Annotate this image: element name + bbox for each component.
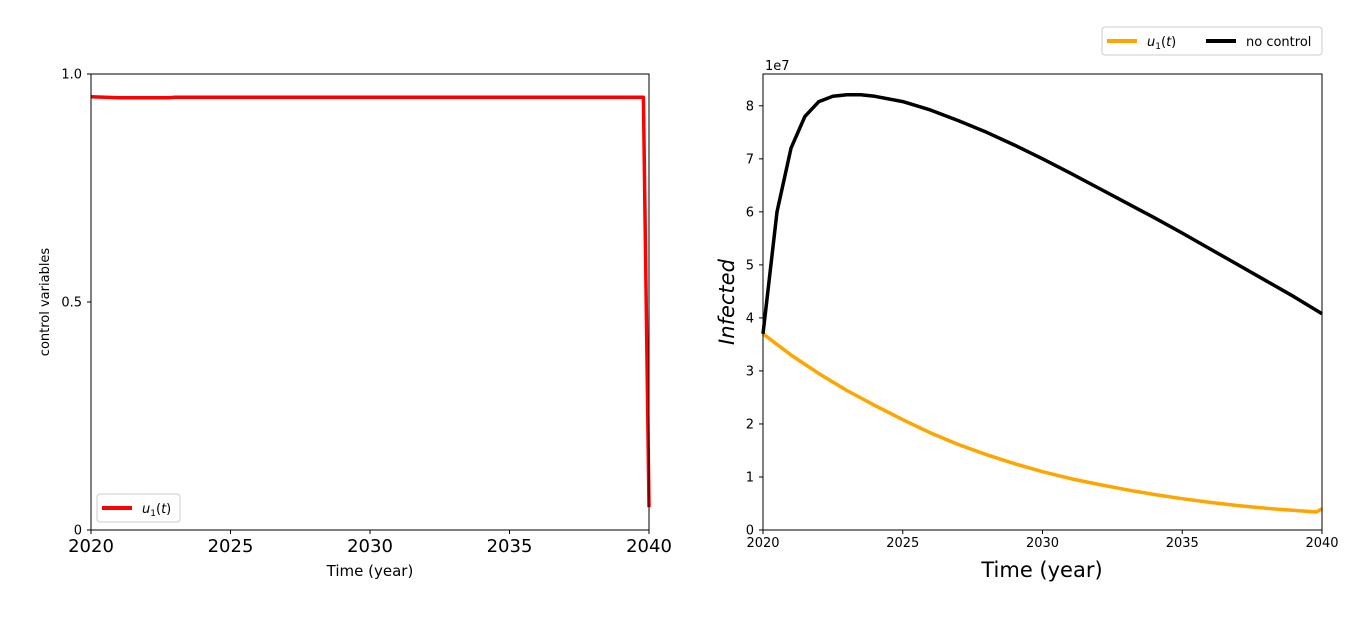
chart1-legend: u1(t) xyxy=(96,493,181,523)
chart2-y-tick-label: 5 xyxy=(746,258,754,273)
chart1-x-ticks: 2020 2025 2030 2035 2040 xyxy=(68,530,672,557)
chart2-series-no-control-line xyxy=(761,92,1323,334)
chart2-x-tick-label: 2040 xyxy=(1305,536,1338,551)
control-variables-chart: 2020 2025 2030 2035 2040 0 0.5 1.0 Time (year)… xyxy=(38,68,672,581)
chart1-y-axis-title: control variables xyxy=(38,248,53,357)
chart2-y-tick-label: 0 xyxy=(746,524,754,539)
chart1-y-ticks: 0 0.5 1.0 xyxy=(61,68,91,539)
infected-chart: 2020 2025 2030 2035 2040 0 1 2 3 4 5 6 7 8 1e7 Time … xyxy=(715,26,1339,582)
chart2-legend: u1(t) no control xyxy=(1101,26,1323,56)
chart2-y-tick-label: 8 xyxy=(746,99,754,114)
chart2-y-tick-label: 7 xyxy=(746,152,754,167)
chart1-x-axis-title: Time (year) xyxy=(326,562,414,580)
chart1-y-tick-label: 0.5 xyxy=(61,296,82,311)
chart2-y-tick-label: 3 xyxy=(746,364,754,379)
chart2-series-u1-t--line xyxy=(761,332,1323,514)
chart2-x-tick-label: 2025 xyxy=(886,536,919,551)
chart1-x-tick-label: 2030 xyxy=(347,536,393,557)
chart2-y-axis-title: Infected xyxy=(715,258,739,345)
chart1-legend-label-u1: u1(t) xyxy=(142,502,171,519)
chart2-x-axis-title: Time (year) xyxy=(980,558,1102,582)
chart2-x-tick-label: 2030 xyxy=(1026,536,1059,551)
chart2-x-tick-label: 2035 xyxy=(1166,536,1199,551)
chart2-series-group xyxy=(761,92,1323,514)
chart2-y-tick-label: 2 xyxy=(746,417,754,432)
chart2-y-offset-label: 1e7 xyxy=(765,59,790,74)
chart2-y-tick-label: 6 xyxy=(746,205,754,220)
chart1-x-tick-label: 2025 xyxy=(208,536,254,557)
chart1-y-tick-label: 1.0 xyxy=(61,68,82,83)
chart2-axes-frame xyxy=(762,73,1323,531)
chart1-x-tick-label: 2020 xyxy=(68,536,114,557)
chart2-x-tick-label: 2020 xyxy=(746,536,779,551)
chart1-legend-box xyxy=(96,493,181,523)
chart2-x-ticks: 2020 2025 2030 2035 2040 xyxy=(746,530,1339,551)
chart1-series-group xyxy=(90,95,651,508)
chart2-legend-label-u1: u1(t) xyxy=(1147,35,1176,52)
chart2-y-ticks: 0 1 2 3 4 5 6 7 8 xyxy=(746,99,763,539)
chart1-x-tick-label: 2035 xyxy=(487,536,533,557)
chart1-x-tick-label: 2040 xyxy=(626,536,672,557)
chart2-y-tick-label: 4 xyxy=(746,311,754,326)
chart1-y-tick-label: 0 xyxy=(74,524,82,539)
chart1-series-u1-t--line xyxy=(90,95,651,508)
chart2-y-tick-label: 1 xyxy=(746,470,754,485)
chart1-axes-frame xyxy=(90,73,650,531)
chart2-legend-label-no-control: no control xyxy=(1246,35,1311,50)
